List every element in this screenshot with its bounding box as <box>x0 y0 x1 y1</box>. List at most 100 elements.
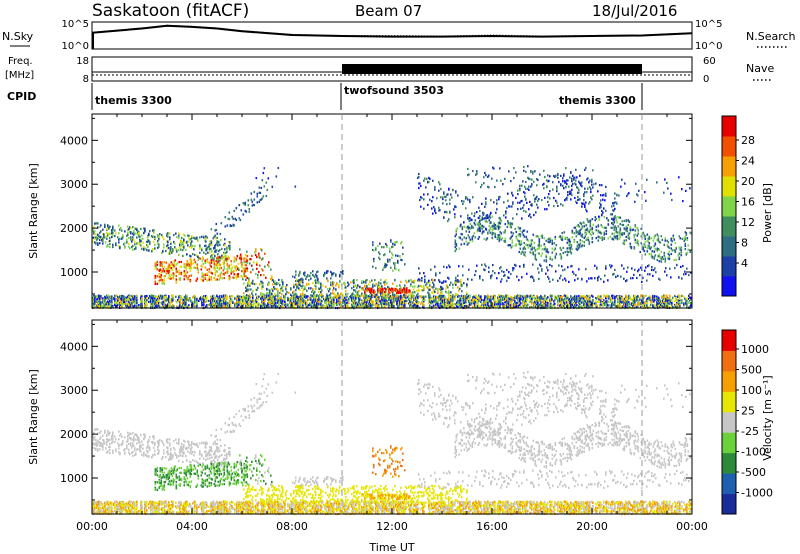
power-cell <box>622 298 624 301</box>
power-cell <box>463 299 465 302</box>
power-cell <box>624 303 626 306</box>
power-cell <box>169 300 171 303</box>
power-cell <box>535 301 537 304</box>
power-cell <box>228 264 231 267</box>
power-cell <box>467 297 469 300</box>
power-cell <box>417 304 419 308</box>
power-cell <box>201 249 203 252</box>
power-cell <box>151 250 153 253</box>
power-cell <box>324 304 326 308</box>
power-cell <box>219 295 221 298</box>
power-cell <box>109 300 111 303</box>
power-cell <box>343 299 345 302</box>
power-cell <box>295 299 297 302</box>
power-cell <box>322 304 324 307</box>
power-cell <box>170 249 172 252</box>
power-cell <box>211 298 213 301</box>
power-cell <box>175 267 178 270</box>
power-cell <box>100 224 102 227</box>
power-cell <box>449 301 451 305</box>
power-cell <box>248 300 250 304</box>
power-cell <box>235 265 238 268</box>
power-cell <box>229 244 231 247</box>
power-cell <box>399 297 401 300</box>
power-cell <box>199 251 201 254</box>
power-cell <box>258 252 260 255</box>
power-cell <box>186 298 188 301</box>
power-cell <box>189 259 192 262</box>
power-cell <box>126 296 128 299</box>
power-cell <box>227 304 229 307</box>
power-cell <box>634 298 636 301</box>
power-cell <box>298 305 300 308</box>
power-cell <box>353 302 355 305</box>
power-cell <box>348 297 350 300</box>
power-cell <box>498 299 500 302</box>
power-cell <box>201 265 204 268</box>
power-cell <box>544 296 546 300</box>
power-cell <box>155 304 157 307</box>
power-cell <box>298 299 300 302</box>
power-cell <box>520 302 522 305</box>
power-cell <box>100 295 102 298</box>
power-cell <box>580 295 582 298</box>
power-cell <box>438 305 440 308</box>
power-cell <box>388 298 390 301</box>
power-cell <box>415 297 417 301</box>
power-cell <box>213 263 216 266</box>
power-cell <box>212 260 215 264</box>
power-cell <box>214 273 217 276</box>
power-cell <box>261 249 263 252</box>
power-cell <box>164 296 166 299</box>
power-cell <box>204 266 207 269</box>
power-cell <box>381 302 383 305</box>
power-cell <box>352 298 354 302</box>
power-cell <box>592 299 594 302</box>
power-cell <box>569 297 571 301</box>
power-cell <box>154 247 156 250</box>
power-cell <box>546 304 548 307</box>
power-cell <box>432 300 434 304</box>
power-cell <box>223 299 225 302</box>
power-cell <box>574 299 576 302</box>
power-cell <box>137 230 139 233</box>
power-cell <box>656 304 658 307</box>
power-cell <box>371 302 373 305</box>
power-cell <box>210 256 213 259</box>
power-cell <box>160 262 163 265</box>
power-cell <box>157 246 159 249</box>
power-cell <box>472 296 474 299</box>
power-cell <box>103 306 105 309</box>
power-cell <box>500 300 502 303</box>
power-cell <box>589 303 591 306</box>
power-cell <box>632 300 634 304</box>
power-cell <box>221 256 223 259</box>
power-cell <box>179 243 181 247</box>
power-cell <box>246 259 249 262</box>
power-cell <box>302 299 304 302</box>
power-cell <box>393 300 395 303</box>
power-cell <box>256 296 258 299</box>
power-cell <box>396 300 398 303</box>
power-cell <box>292 296 294 299</box>
power-cell <box>241 303 243 306</box>
power-cell <box>144 304 146 307</box>
power-cell <box>118 238 120 241</box>
power-cell <box>177 298 179 302</box>
power-cell <box>283 294 285 298</box>
power-cell <box>384 295 386 298</box>
power-cell <box>574 305 576 308</box>
power-cell <box>441 297 443 300</box>
power-cell <box>354 300 356 303</box>
power-cell <box>132 298 134 301</box>
power-cell <box>184 303 186 306</box>
power-cell <box>289 298 291 301</box>
power-cell <box>336 297 338 300</box>
power-cell <box>371 299 373 302</box>
power-cell <box>264 296 266 299</box>
power-cell <box>280 300 282 303</box>
power-cell <box>328 297 330 300</box>
power-cell <box>635 304 637 307</box>
power-cell <box>398 301 400 304</box>
power-cell <box>575 305 577 309</box>
